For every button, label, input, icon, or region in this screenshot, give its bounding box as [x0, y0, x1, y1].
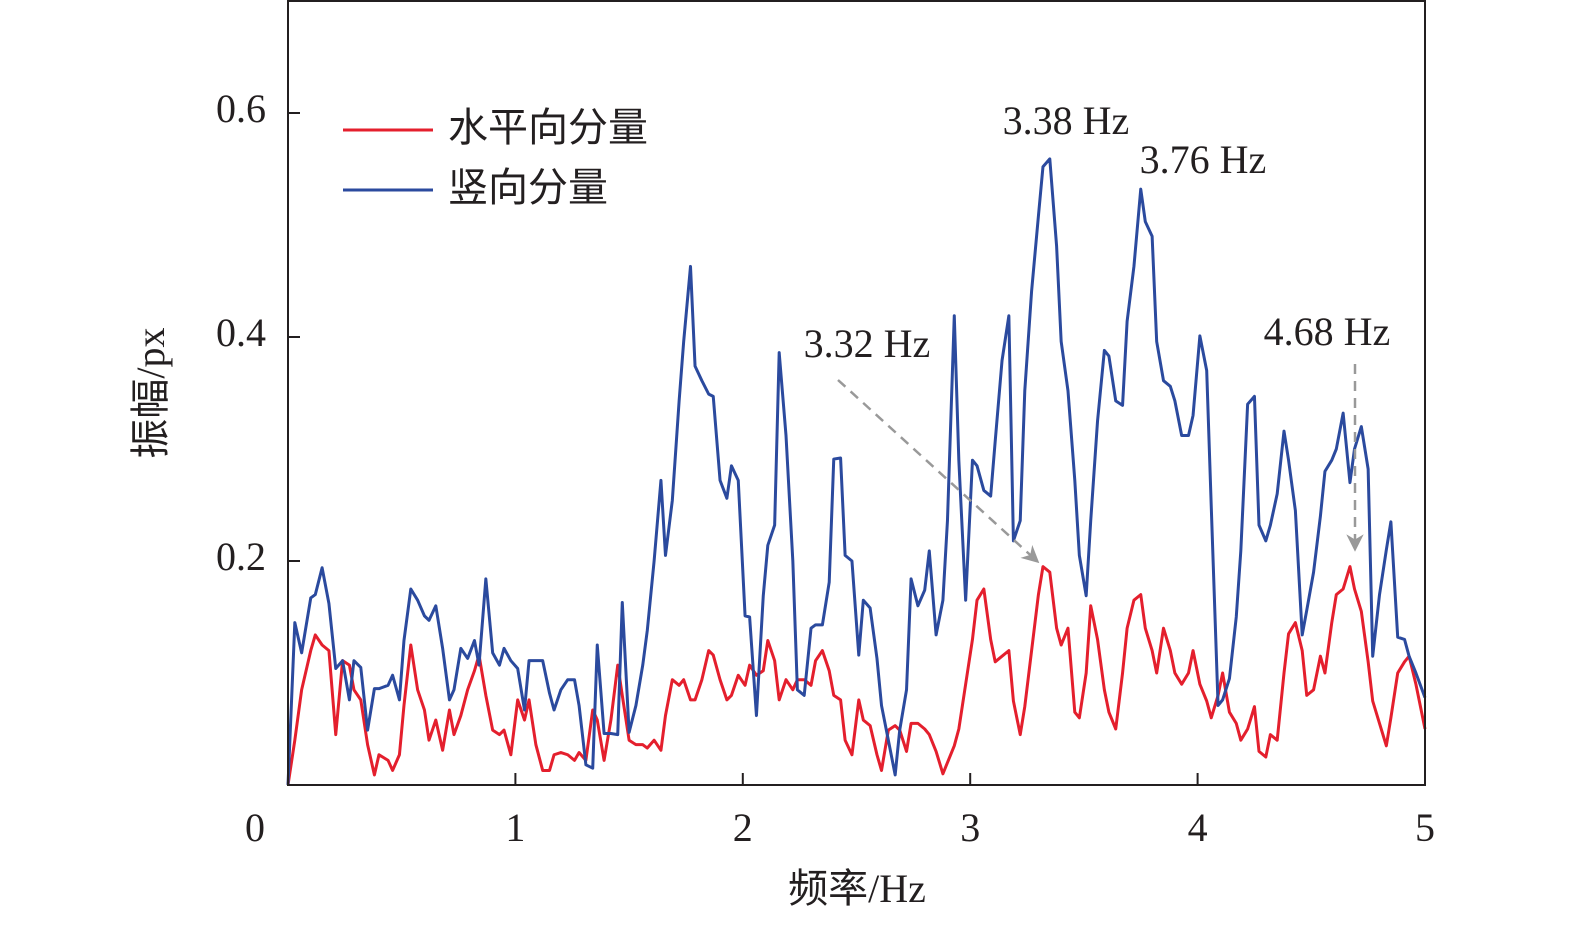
annotation: 3.32 Hz	[804, 321, 931, 366]
x-tick-label: 2	[733, 805, 753, 850]
annotation: 3.38 Hz	[1003, 98, 1130, 143]
x-tick-label: 0	[245, 805, 265, 850]
legend-label: 竖向分量	[448, 165, 608, 210]
annotation-arrow	[837, 379, 1040, 564]
plot-frame	[287, 0, 1426, 786]
x-tick-label: 3	[960, 805, 980, 850]
series-line	[286, 565, 1427, 786]
y-tick-label: 0.4	[216, 310, 266, 355]
x-tick-label: 4	[1188, 805, 1208, 850]
series-line	[286, 157, 1427, 786]
y-axis-label: 振幅/px	[128, 327, 173, 458]
x-tick-label: 1	[505, 805, 525, 850]
plot-area	[286, 157, 1427, 786]
legend-label: 水平向分量	[448, 105, 648, 150]
annotation: 4.68 Hz	[1264, 309, 1391, 354]
annotation: 3.76 Hz	[1140, 137, 1267, 182]
y-tick-label: 0.6	[216, 86, 266, 131]
x-tick-label: 5	[1415, 805, 1435, 850]
y-tick-label: 0.2	[216, 534, 266, 579]
x-axis-label: 频率/Hz	[788, 866, 926, 911]
